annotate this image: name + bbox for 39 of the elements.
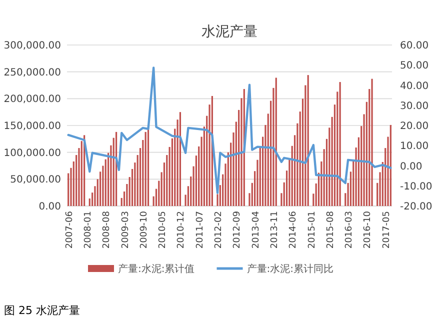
x-tick-label: 2016-10 [363,210,374,249]
x-tick-label: 2012-02 [214,211,224,249]
x-tick-label: 2015-01 [307,211,318,249]
y2-tick-label: 0.00 [400,161,422,172]
x-tick-label: 2012-09 [232,210,243,249]
y2-tick-label: 60.00 [400,40,429,52]
y-tick-label: 0.00 [38,202,61,212]
x-tick-label: 2017-05 [382,211,392,249]
x-tick-label: 2008-01 [83,211,94,249]
y-tick-label: 50,000.00 [10,174,61,186]
y2-tick-label: -10.00 [400,181,432,192]
legend-label: 产量:水泥:累计值 [118,263,195,275]
x-tick-label: 2015-08 [326,210,336,249]
y-tick-label: 150,000.00 [4,121,61,132]
y-tick-label: 300,000.00 [4,40,61,52]
x-tick-label: 2016-03 [344,211,355,249]
x-tick-label: 2008-08 [102,210,112,249]
legend-label: 产量:水泥:累计同比 [246,263,334,275]
x-tick-label: 2014-06 [288,210,299,249]
y2-tick-label: -20.00 [400,202,432,212]
x-tick-label: 2009-10 [139,210,150,249]
y2-tick-label: 10.00 [400,141,429,152]
chart-title: 水泥产量 [202,24,258,40]
y-tick-label: 250,000.00 [4,67,61,78]
y2-tick-label: 30.00 [400,100,429,112]
x-tick-label: 2011-07 [195,211,206,249]
caption: 图 25 水泥产量 [4,304,80,317]
x-tick-label: 2013-04 [251,210,262,249]
x-tick-label: 2010-12 [176,211,187,249]
y-tick-label: 100,000.00 [4,148,61,159]
y2-tick-label: 40.00 [400,80,429,92]
y2-tick-label: 50.00 [400,60,429,72]
y2-tick-label: 20.00 [400,121,429,132]
x-tick-label: 2010-05 [158,211,168,249]
y-tick-label: 200,000.00 [4,94,61,106]
x-tick-label: 2009-03 [120,211,131,249]
line-series [67,66,392,194]
x-tick-label: 2007-06 [64,210,75,249]
x-tick-label: 2013-11 [270,211,280,249]
